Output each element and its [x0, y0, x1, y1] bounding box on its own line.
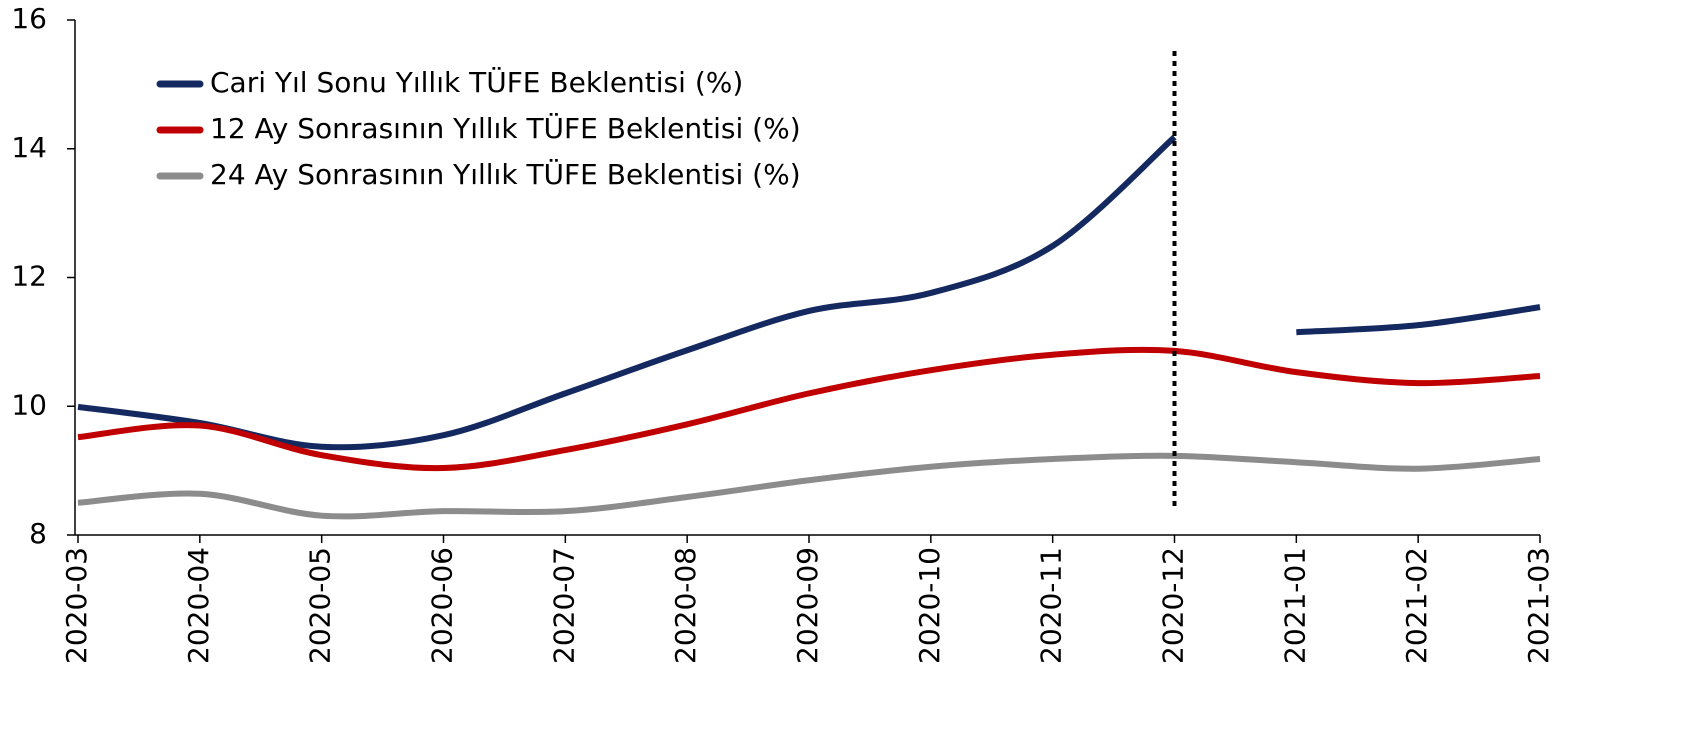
series-line [1296, 304, 1541, 336]
series-line [77, 452, 1541, 520]
x-tick-label: 2021-01 [1278, 547, 1311, 664]
x-tick-label: 2021-02 [1400, 547, 1433, 664]
x-tick-label: 2020-04 [182, 547, 215, 664]
x-tick-label: 2020-07 [547, 547, 580, 664]
series-line [77, 346, 1541, 472]
x-tick-label: 2020-06 [426, 547, 459, 664]
y-tick-label: 8 [29, 517, 47, 550]
x-tick-label: 2021-03 [1522, 547, 1555, 664]
legend-label: 12 Ay Sonrasının Yıllık TÜFE Beklentisi … [210, 111, 801, 145]
x-tick-label: 2020-08 [669, 547, 702, 664]
y-tick-label: 10 [11, 388, 47, 421]
x-tick-label: 2020-05 [304, 547, 337, 664]
x-tick-label: 2020-03 [60, 547, 93, 664]
legend-label: 24 Ay Sonrasının Yıllık TÜFE Beklentisi … [210, 157, 801, 191]
y-tick-label: 16 [11, 2, 47, 35]
x-tick-label: 2020-12 [1157, 547, 1190, 664]
x-tick-label: 2020-10 [913, 547, 946, 664]
y-tick-label: 12 [11, 260, 47, 293]
x-tick-label: 2020-09 [791, 547, 824, 664]
legend-label: Cari Yıl Sonu Yıllık TÜFE Beklentisi (%) [210, 65, 743, 99]
y-tick-label: 14 [11, 131, 47, 164]
x-tick-label: 2020-11 [1035, 547, 1068, 664]
